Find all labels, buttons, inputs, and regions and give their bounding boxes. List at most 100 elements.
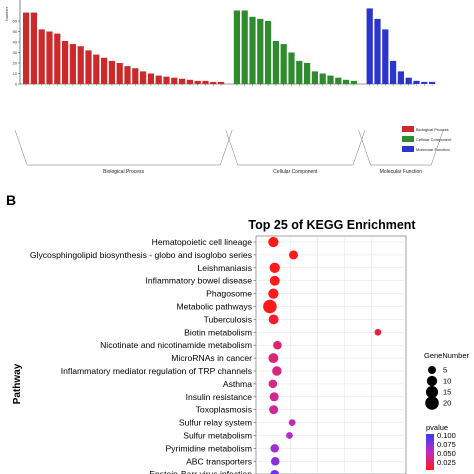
go-legend-label: Cellular Component xyxy=(416,137,452,142)
kegg-dot xyxy=(269,262,280,273)
kegg-pathway-label: ABC transporters xyxy=(186,456,252,466)
go-bar xyxy=(265,21,272,84)
kegg-pathway-label: Insulin resistance xyxy=(186,392,253,402)
go-bracket-right xyxy=(430,129,444,166)
go-bar xyxy=(421,81,428,84)
go-bracket-left xyxy=(14,129,28,166)
kegg-dot xyxy=(270,457,280,466)
gene-number-legend-value: 20 xyxy=(443,399,451,408)
go-bar xyxy=(132,68,139,84)
go-bar xyxy=(163,76,170,84)
go-bar xyxy=(186,79,193,84)
kegg-dot xyxy=(286,432,293,439)
go-legend-swatch xyxy=(402,146,414,152)
kegg-dot xyxy=(288,419,296,426)
go-legend: Biological Process Cellular Component Mole… xyxy=(402,126,452,152)
go-bar xyxy=(147,73,154,84)
go-bar xyxy=(101,57,108,84)
kegg-pathway-label: Nicotinate and nicotinamide metabolism xyxy=(100,340,252,350)
kegg-pathway-label: Phagosome xyxy=(206,289,252,299)
go-bar xyxy=(405,77,412,84)
go-bracket-left xyxy=(225,129,239,166)
gene-number-legend-dot xyxy=(425,385,439,399)
go-bar xyxy=(116,63,123,84)
gene-number-legend-value: 5 xyxy=(443,366,447,375)
gene-number-legend-value: 10 xyxy=(443,377,451,386)
kegg-pathway-label: Pyrimidine metabolism xyxy=(166,443,252,453)
go-bar xyxy=(218,81,225,84)
go-y-tick-label: 10 xyxy=(13,71,18,76)
kegg-pathway-label: Toxoplasmosis xyxy=(196,405,252,415)
pvalue-colorbar xyxy=(426,434,434,470)
kegg-dot xyxy=(268,353,279,364)
kegg-dot xyxy=(268,314,279,325)
go-bar xyxy=(38,29,45,84)
go-bar xyxy=(46,31,53,84)
go-bar xyxy=(77,46,84,84)
pvalue-legend-title: pvalue xyxy=(426,423,448,432)
panel-label-b: B xyxy=(6,192,16,208)
kegg-dot xyxy=(268,288,279,299)
go-bar xyxy=(93,54,100,84)
kegg-y-axis-label: Pathway xyxy=(12,363,23,404)
go-bar xyxy=(429,81,436,84)
kegg-pathway-label: MicroRNAs in cancer xyxy=(171,353,252,363)
go-bar xyxy=(108,60,115,84)
go-legend-label: Molecular Function xyxy=(416,147,450,152)
go-bar xyxy=(335,77,342,84)
go-bar xyxy=(257,18,264,84)
go-bar xyxy=(85,50,92,84)
go-bar xyxy=(382,29,389,84)
go-y-tick-label: 0 xyxy=(15,81,18,86)
kegg-dot xyxy=(269,405,279,415)
legend-gene-number: GeneNumber 5 10 15 20 xyxy=(424,351,470,410)
pvalue-colorbar-label: 0.075 xyxy=(437,440,456,449)
go-bracket-left xyxy=(358,129,371,166)
kegg-dot xyxy=(268,379,278,389)
pvalue-colorbar-label: 0.025 xyxy=(437,458,456,467)
go-y-axis-label: Number xyxy=(4,6,9,21)
kegg-pathway-label: Sulfur relay system xyxy=(179,418,252,428)
go-bar xyxy=(241,10,248,84)
kegg-pathway-label: Inflammatory mediator regulation of TRP … xyxy=(61,366,252,376)
go-bar xyxy=(202,80,209,84)
go-bar xyxy=(233,10,240,84)
kegg-title: Top 25 of KEGG Enrichment xyxy=(248,218,416,232)
go-bar xyxy=(23,12,30,85)
gene-number-legend-dot xyxy=(426,375,438,387)
pvalue-colorbar-label: 0.100 xyxy=(437,431,456,440)
kegg-pathway-label: Metabolic pathways xyxy=(177,302,252,312)
go-bracket-right xyxy=(219,129,233,166)
go-bar xyxy=(155,75,162,84)
go-bar xyxy=(249,16,256,84)
go-bar xyxy=(319,73,326,84)
go-y-tick-label: 30 xyxy=(13,50,18,55)
go-bar xyxy=(288,52,295,84)
kegg-pathway-label: Epstein-Barr virus infection xyxy=(149,469,252,474)
gene-number-legend-dot xyxy=(425,396,439,410)
go-domain-label: Cellular Component xyxy=(273,169,318,175)
gene-number-legend-dot xyxy=(428,366,436,374)
go-bar xyxy=(179,78,186,84)
kegg-dot xyxy=(263,299,277,314)
go-y-tick-label: 40 xyxy=(13,39,18,44)
go-bar xyxy=(280,44,287,84)
go-bar xyxy=(413,80,420,84)
kegg-dot xyxy=(273,340,282,350)
go-bar xyxy=(194,80,201,84)
go-y-tick-label: 20 xyxy=(13,60,18,65)
go-domain-label: Biological Process xyxy=(103,169,144,175)
go-legend-swatch xyxy=(402,126,414,132)
kegg-dot xyxy=(269,392,279,402)
gene-number-legend-value: 15 xyxy=(443,388,451,397)
pvalue-colorbar-label: 0.050 xyxy=(437,449,456,458)
kegg-pathway-label: Hematopoietic cell lineage xyxy=(152,237,253,247)
kegg-pathway-label: Sulfur metabolism xyxy=(183,431,252,441)
kegg-dot xyxy=(288,250,298,260)
kegg-pathway-label: Glycosphingolipid biosynthesis - globo a… xyxy=(30,250,252,260)
go-bar xyxy=(390,60,397,84)
go-bar xyxy=(350,80,357,84)
go-bar xyxy=(69,44,76,84)
kegg-dot xyxy=(272,366,282,376)
